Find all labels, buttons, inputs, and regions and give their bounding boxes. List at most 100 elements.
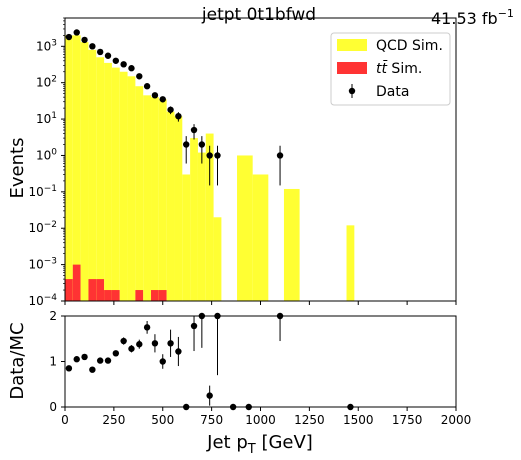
ratio-y-axis-label: Data/MC [7, 322, 28, 399]
ratio-point-4 [96, 357, 104, 364]
ratio-x-tick-label-6: 1500 [343, 413, 374, 427]
ttbar-bar-9 [135, 290, 144, 301]
qcd-bar-9 [135, 86, 144, 301]
ratio-point-11 [151, 340, 159, 347]
legend-label-qcd: QCD Sim. [376, 38, 443, 54]
main-y-axis-label: Events [7, 138, 28, 199]
lumi-label: 41.53 fb−1 [431, 7, 514, 28]
ratio-point-9 [136, 341, 143, 348]
data-point-16 [190, 126, 198, 134]
data-point-13 [167, 106, 174, 113]
qcd-bar-0 [65, 35, 73, 302]
data-point-1 [73, 29, 80, 36]
ratio-point-10 [143, 324, 151, 331]
ttbar-bar-0 [65, 279, 73, 301]
qcd-bar-17 [197, 152, 206, 301]
qcd-bar-16 [190, 138, 198, 301]
ratio-point-6 [112, 350, 120, 357]
ratio-point-14 [175, 348, 182, 355]
ratio-point-3 [89, 366, 96, 373]
ratio-point-13 [167, 340, 174, 347]
legend-swatch-qcd [337, 39, 367, 51]
qcd-bar-11 [151, 97, 159, 301]
qcd-bar-15 [182, 174, 191, 301]
data-point-3 [89, 43, 96, 50]
data-point-17 [198, 141, 206, 148]
main-y-tick-label-3: 10−1 [28, 184, 57, 199]
data-point-0 [65, 33, 73, 41]
qcd-bar-2 [80, 42, 89, 302]
qcd-bar-14 [174, 116, 183, 301]
ratio-x-tick-label-0: 0 [61, 413, 69, 427]
data-point-8 [128, 65, 135, 72]
qcd-bar-22 [252, 174, 269, 301]
qcd-bar-1 [72, 35, 81, 302]
ratio-y-tick-label-0: 0 [49, 400, 57, 414]
ratio-point-2 [81, 353, 88, 361]
ttbar-bar-11 [151, 290, 159, 301]
ratio-point-5 [104, 357, 112, 364]
qcd-bar-4 [96, 57, 105, 302]
data-point-15 [183, 141, 190, 148]
data-point-18 [206, 152, 213, 159]
main-axes-frame [64, 17, 457, 302]
data-point-11 [151, 92, 159, 99]
data-point-10 [143, 83, 151, 90]
ratio-axes: 0 1 2 0 250 500 750 1000 1250 1500 1750 2000 [49, 309, 471, 427]
qcd-bar-21 [237, 155, 253, 301]
ratio-x-tick-label-1: 250 [102, 413, 125, 427]
legend-swatch-ttbar [337, 62, 367, 74]
legend: QCD Sim. tt̄ Sim. Data [330, 32, 451, 106]
ratio-x-tick-label-5: 1250 [294, 413, 325, 427]
ratio-point-16 [190, 322, 198, 330]
ratio-y-tick-label-2: 2 [49, 309, 57, 323]
qcd-bar-19 [213, 217, 222, 301]
ttbar-bar-12 [158, 290, 167, 301]
chart-title: jetpt 0t1bfwd [201, 5, 316, 25]
ratio-x-tick-label-2: 500 [151, 413, 174, 427]
ttbar-bar-4 [96, 279, 105, 301]
data-point-7 [120, 61, 127, 68]
data-point-20 [276, 152, 284, 159]
qcd-bar-3 [88, 49, 97, 302]
ratio-axes-frame [64, 315, 457, 408]
ratio-point-1 [73, 356, 80, 363]
ratio-point-8 [128, 345, 135, 352]
qcd-bar-13 [166, 111, 175, 301]
ratio-point-7 [120, 337, 127, 345]
main-y-tick-label-7: 103 [36, 38, 57, 53]
qcd-bar-12 [158, 99, 167, 301]
qcd-bar-24 [283, 188, 300, 301]
ratio-point-12 [159, 358, 166, 365]
qcd-bar-5 [104, 62, 112, 301]
qcd-bar-18 [205, 133, 214, 301]
legend-marker-data [348, 87, 356, 95]
ttbar-bar-3 [88, 279, 97, 301]
main-y-tick-label-1: 10−3 [28, 257, 57, 272]
legend-label-ttbar: tt̄ Sim. [376, 59, 422, 77]
ratio-point-18 [206, 392, 213, 399]
main-y-tick-label-5: 101 [36, 111, 57, 126]
qcd-bar-6 [111, 67, 120, 302]
main-y-tick-label-0: 10−4 [28, 293, 57, 308]
ttbar-bar-1 [72, 264, 81, 301]
main-y-tick-label-4: 100 [36, 147, 57, 162]
qcd-bar-8 [127, 76, 136, 301]
ratio-x-tick-label-3: 750 [200, 413, 223, 427]
data-point-19 [214, 152, 221, 159]
legend-label-data: Data [376, 84, 409, 100]
data-point-4 [96, 48, 104, 56]
main-y-tick-label-2: 10−2 [28, 220, 57, 235]
data-point-5 [104, 52, 112, 59]
qcd-bar-7 [119, 71, 128, 301]
data-point-9 [136, 73, 143, 80]
data-point-2 [81, 36, 88, 44]
ratio-point-0 [65, 365, 73, 372]
ttbar-bar-5 [104, 290, 112, 301]
x-axis-label: Jet pT [GeV] [206, 432, 313, 457]
ratio-plot-area [65, 316, 456, 407]
qcd-bar-10 [143, 95, 152, 302]
qcd-bar-28 [346, 225, 355, 301]
ratio-y-tick-label-1: 1 [49, 355, 57, 369]
